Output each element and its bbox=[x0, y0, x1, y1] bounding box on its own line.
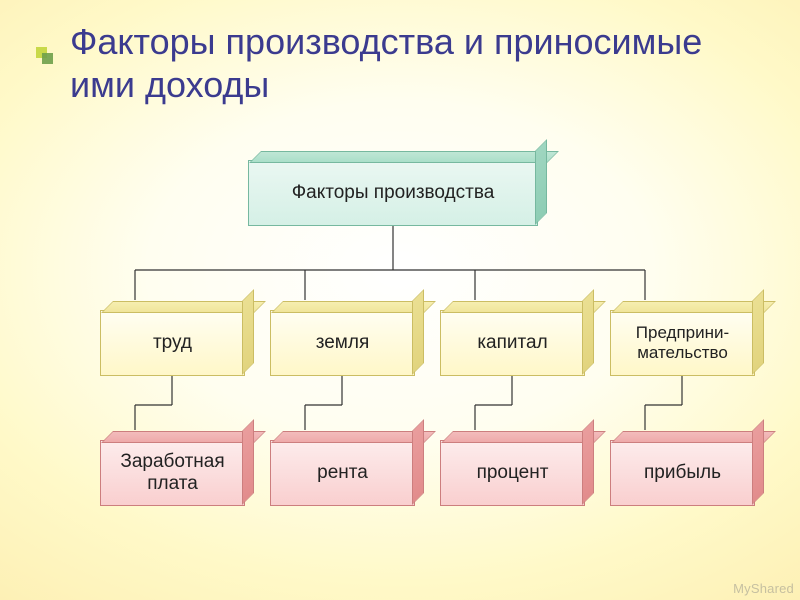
factor-label: капитал bbox=[477, 332, 547, 354]
income-label: процент bbox=[477, 462, 549, 484]
income-label: рента bbox=[317, 462, 368, 484]
factor-label: земля bbox=[316, 332, 370, 354]
factor-label: Предприни- мательство bbox=[615, 323, 750, 362]
income-node-wage: Заработная плата bbox=[100, 440, 245, 506]
root-label: Факторы производства bbox=[292, 182, 495, 204]
hierarchy-diagram: Факторы производства труд земля капитал … bbox=[0, 150, 800, 600]
factor-node-entrepreneurship: Предприни- мательство bbox=[610, 310, 755, 376]
income-label: прибыль bbox=[644, 462, 721, 484]
factor-node-land: земля bbox=[270, 310, 415, 376]
income-node-profit: прибыль bbox=[610, 440, 755, 506]
title-bullet-icon bbox=[36, 47, 56, 67]
slide-title: Факторы производства и приносимые ими до… bbox=[70, 20, 760, 106]
root-node: Факторы производства bbox=[248, 160, 538, 226]
income-node-interest: процент bbox=[440, 440, 585, 506]
factor-label: труд bbox=[153, 332, 192, 354]
factor-node-capital: капитал bbox=[440, 310, 585, 376]
income-label: Заработная плата bbox=[105, 451, 240, 495]
income-node-rent: рента bbox=[270, 440, 415, 506]
watermark-text: MyShared bbox=[733, 581, 794, 596]
factor-node-labor: труд bbox=[100, 310, 245, 376]
